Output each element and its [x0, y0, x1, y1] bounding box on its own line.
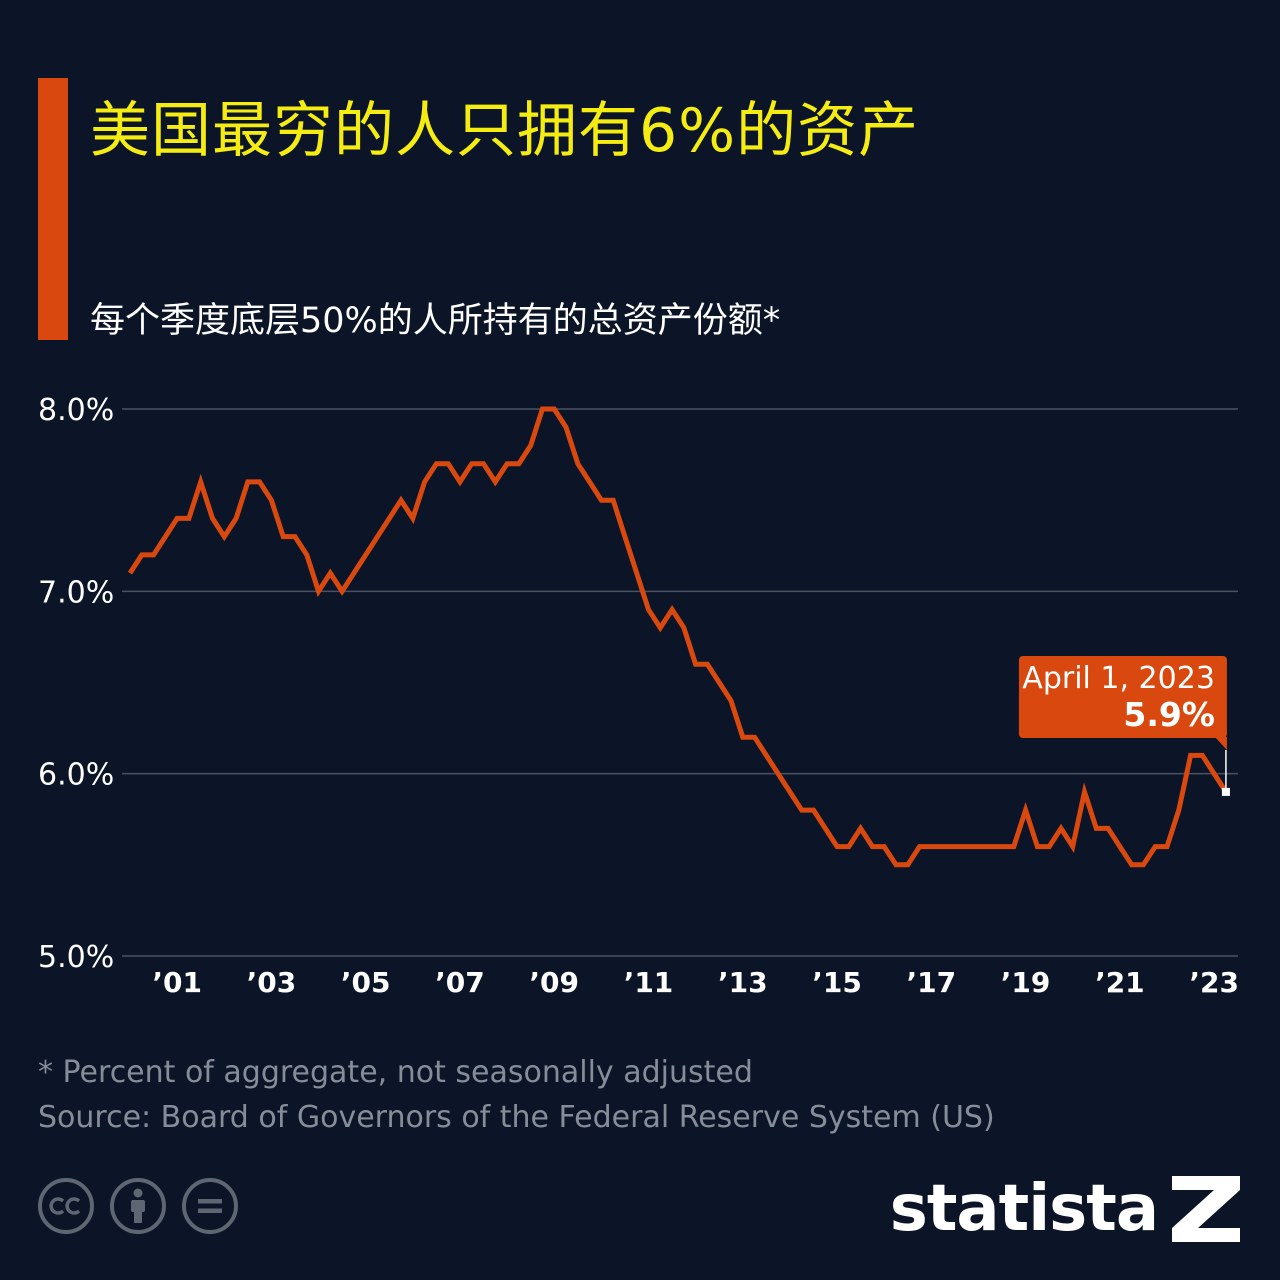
y-tick-label: 7.0% — [38, 575, 114, 610]
no-derivatives-icon — [182, 1178, 238, 1234]
source-note: Source: Board of Governors of the Federa… — [38, 1100, 995, 1135]
last-value-annotation: April 1, 2023 5.9% — [1018, 656, 1230, 796]
x-tick-label: ’11 — [624, 966, 674, 999]
grid-lines — [122, 408, 1238, 957]
x-tick-label: ’15 — [812, 966, 862, 999]
x-axis-ticks: ’01 ’03 ’05 ’07 ’09 ’11 ’13 ’15 ’17 ’19 ’21 ’23 — [152, 966, 1239, 999]
x-tick-label: ’07 — [435, 966, 485, 999]
x-tick-label: ’23 — [1189, 966, 1239, 999]
y-tick-label: 8.0% — [38, 393, 114, 428]
x-tick-label: ’13 — [718, 966, 768, 999]
x-tick-label: ’09 — [529, 966, 579, 999]
footnote: * Percent of aggregate, not seasonally a… — [38, 1055, 753, 1090]
x-tick-label: ’01 — [152, 966, 202, 999]
license-icons — [38, 1178, 238, 1234]
x-tick-label: ’03 — [247, 966, 297, 999]
attribution-icon — [110, 1178, 166, 1234]
statista-logo: statista — [890, 1172, 1240, 1246]
cc-icon — [38, 1178, 94, 1234]
chart-subtitle: 每个季度底层50%的人所持有的总资产份额* — [90, 301, 781, 341]
annotation-pointer — [1214, 737, 1227, 750]
annotation-box — [1018, 656, 1227, 738]
logo-text: statista — [889, 1172, 1159, 1246]
statista-logo-icon — [1172, 1176, 1240, 1242]
x-tick-label: ’21 — [1095, 966, 1145, 999]
y-tick-label: 6.0% — [38, 758, 114, 793]
series-line — [127, 406, 1228, 868]
x-tick-label: ’19 — [1001, 966, 1051, 999]
accent-bar — [38, 78, 68, 340]
annotation-value: 5.9% — [1123, 695, 1215, 734]
last-point-marker — [1221, 787, 1230, 796]
chart-title: 美国最穷的人只拥有6%的资产 — [90, 96, 920, 166]
y-axis-ticks: 8.0% 7.0% 6.0% 5.0% — [38, 393, 114, 975]
x-tick-label: ’05 — [341, 966, 391, 999]
annotation-date: April 1, 2023 — [1022, 661, 1215, 696]
x-tick-label: ’17 — [907, 966, 957, 999]
y-tick-label: 5.0% — [38, 940, 114, 975]
line-chart: 8.0% 7.0% 6.0% 5.0% ’01 ’03 ’05 ’07 ’09 ’11 ’13 ’1… — [38, 393, 1239, 999]
